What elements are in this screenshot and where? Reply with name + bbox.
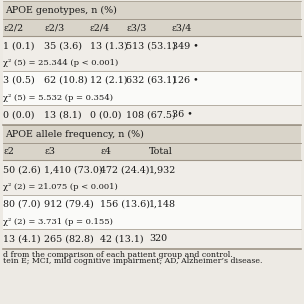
Text: ε4: ε4	[100, 147, 111, 156]
Text: d from the comparison of each patient group and control.: d from the comparison of each patient gr…	[3, 251, 233, 259]
Text: 35 (3.6): 35 (3.6)	[44, 42, 82, 50]
Text: 1,148: 1,148	[149, 200, 176, 209]
Bar	[3, 1, 301, 19]
Text: ε2: ε2	[3, 147, 14, 156]
Bar	[3, 71, 301, 105]
Text: 1,932: 1,932	[149, 166, 176, 174]
Text: ε3/3: ε3/3	[126, 23, 147, 32]
Text: ε3: ε3	[44, 147, 55, 156]
Text: χ² (5) = 5.532 (p = 0.354): χ² (5) = 5.532 (p = 0.354)	[3, 94, 113, 102]
Text: 13 (4.1): 13 (4.1)	[3, 234, 41, 243]
Bar	[3, 143, 301, 160]
Bar	[3, 160, 301, 195]
Text: APOE genotypes, n (%): APOE genotypes, n (%)	[5, 5, 117, 15]
Text: tein E; MCI, mild cognitive impairment; AD, Alzheimer’s disease.: tein E; MCI, mild cognitive impairment; …	[3, 257, 263, 265]
Text: χ² (2) = 3.731 (p = 0.155): χ² (2) = 3.731 (p = 0.155)	[3, 218, 113, 226]
Text: 265 (82.8): 265 (82.8)	[44, 234, 94, 243]
Text: 13 (8.1): 13 (8.1)	[44, 110, 82, 119]
Text: 472 (24.4): 472 (24.4)	[100, 166, 150, 174]
Bar	[3, 195, 301, 229]
Text: 3 (0.5): 3 (0.5)	[3, 76, 35, 85]
Text: 108 (67.5): 108 (67.5)	[126, 110, 176, 119]
Bar	[3, 229, 301, 249]
Text: 320: 320	[149, 234, 167, 243]
Text: χ² (5) = 25.344 (p < 0.001): χ² (5) = 25.344 (p < 0.001)	[3, 59, 118, 67]
Text: ε2/2: ε2/2	[3, 23, 23, 32]
Text: 349 •: 349 •	[172, 42, 199, 50]
Text: 156 (13.6): 156 (13.6)	[100, 200, 150, 209]
Text: 513 (53.1): 513 (53.1)	[126, 42, 176, 50]
Bar	[3, 105, 301, 125]
Text: Total: Total	[149, 147, 173, 156]
Text: ε3/4: ε3/4	[172, 23, 192, 32]
Text: 36 •: 36 •	[172, 110, 192, 119]
Text: 42 (13.1): 42 (13.1)	[100, 234, 144, 243]
Text: 0 (0.0): 0 (0.0)	[3, 110, 35, 119]
Text: 126 •: 126 •	[172, 76, 199, 85]
Text: 1,410 (73.0): 1,410 (73.0)	[44, 166, 103, 174]
Text: 62 (10.8): 62 (10.8)	[44, 76, 88, 85]
Bar	[3, 125, 301, 143]
Text: χ² (2) = 21.075 (p < 0.001): χ² (2) = 21.075 (p < 0.001)	[3, 183, 118, 191]
Text: APOE allele frequency, n (%): APOE allele frequency, n (%)	[5, 130, 144, 139]
Text: 80 (7.0): 80 (7.0)	[3, 200, 40, 209]
Text: 12 (2.1): 12 (2.1)	[90, 76, 127, 85]
Text: 1 (0.1): 1 (0.1)	[3, 42, 35, 50]
Text: 13 (1.3): 13 (1.3)	[90, 42, 127, 50]
Text: 50 (2.6): 50 (2.6)	[3, 166, 41, 174]
Text: ε2/4: ε2/4	[90, 23, 110, 32]
Text: 0 (0.0): 0 (0.0)	[90, 110, 121, 119]
Bar	[3, 36, 301, 71]
Text: ε2/3: ε2/3	[44, 23, 64, 32]
Bar	[3, 19, 301, 36]
Text: 912 (79.4): 912 (79.4)	[44, 200, 94, 209]
Text: 632 (63.1): 632 (63.1)	[126, 76, 176, 85]
